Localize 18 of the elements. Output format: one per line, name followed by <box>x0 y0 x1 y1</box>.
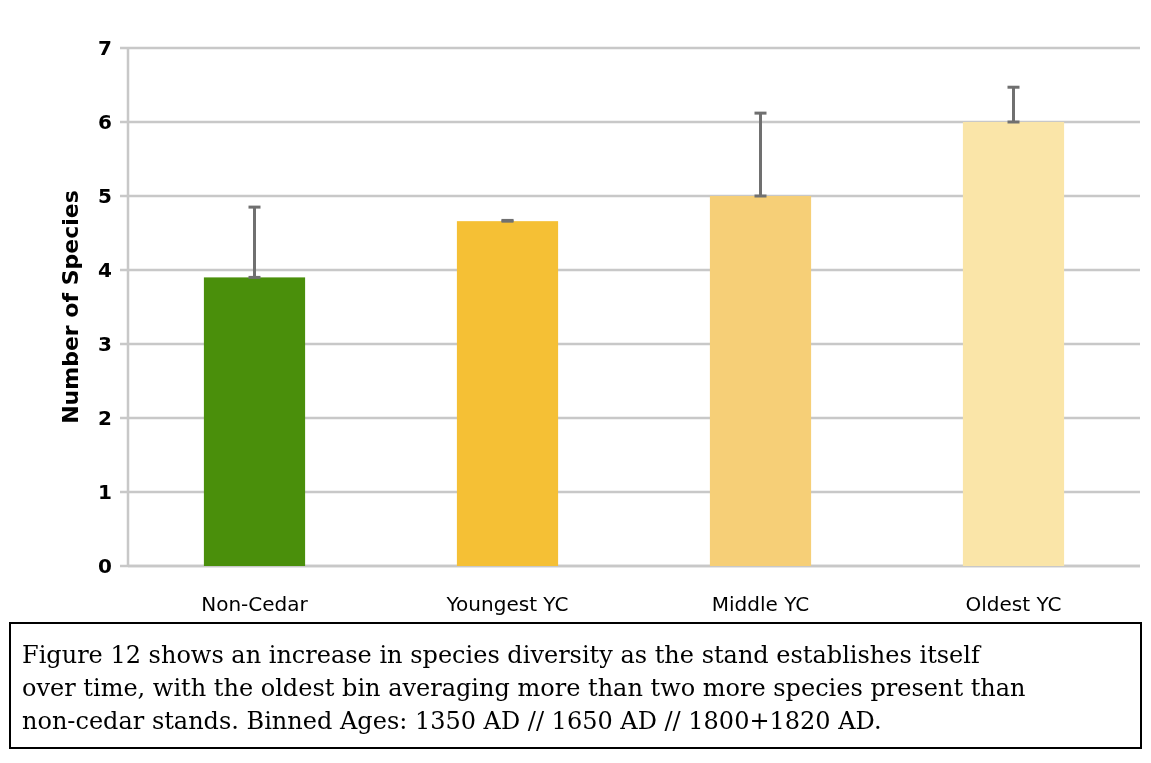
bar <box>203 277 306 566</box>
y-tick-label: 7 <box>98 36 112 60</box>
caption: Figure 12 shows an increase in species diversity as the stand establishes itself over time, with the oldest bin averaging more than two more species present than non-cedar stands. Binned Ages: 1350 AD // 1650 AD // 1800+1820 AD. <box>22 641 1026 735</box>
x-tick-label: Youngest YC <box>445 592 569 616</box>
y-tick-label: 0 <box>98 554 112 578</box>
bar <box>962 122 1065 566</box>
x-tick-label: Middle YC <box>711 592 810 616</box>
x-tick-label: Oldest YC <box>965 592 1062 616</box>
y-axis-title: Number of Species <box>58 190 83 424</box>
y-tick-label: 6 <box>98 110 112 134</box>
y-tick-label: 5 <box>98 184 112 208</box>
y-tick-label: 3 <box>98 332 112 356</box>
y-tick-label: 2 <box>98 406 112 430</box>
bar <box>709 196 812 566</box>
y-tick-label: 4 <box>98 258 112 282</box>
y-tick-label: 1 <box>98 480 112 504</box>
x-tick-label: Non-Cedar <box>201 592 309 616</box>
bar <box>456 221 559 566</box>
